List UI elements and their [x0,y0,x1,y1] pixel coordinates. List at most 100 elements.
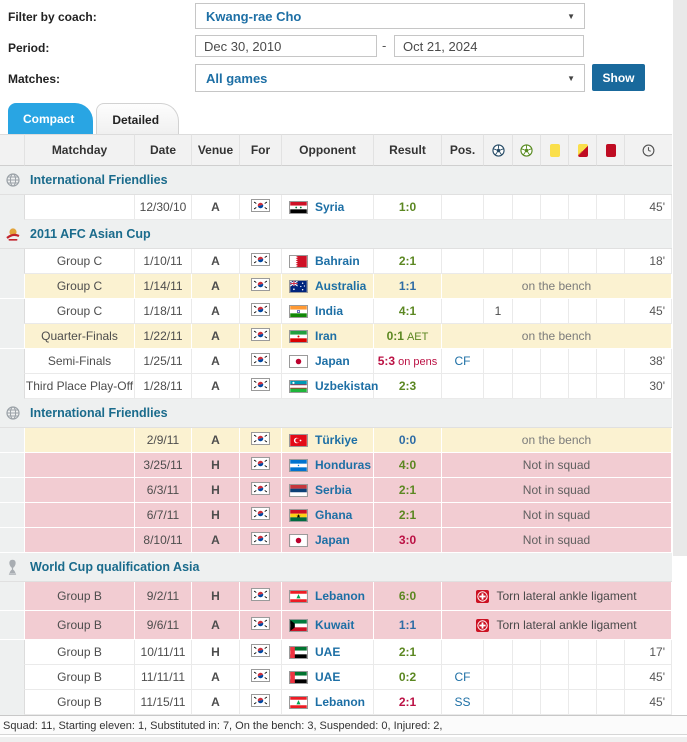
match-result-link[interactable]: 0:0 [399,433,416,447]
competition-link[interactable]: 2011 AFC Asian Cup [30,227,151,241]
table-header-row: Matchday Date Venue For Opponent Result … [0,134,672,166]
red-card-cell [597,374,625,399]
for-team-flag[interactable] [251,617,270,630]
row-gutter [0,528,25,553]
opponent-link[interactable]: Bahrain [315,254,360,268]
period-to-input[interactable] [394,35,584,57]
for-team-flag[interactable] [251,644,270,657]
for-team-flag[interactable] [251,199,270,212]
coach-select[interactable]: Kwang-rae Cho ▼ [195,3,585,29]
result-score: 3:0 [398,533,417,547]
opponent-cell: Honduras [282,453,374,478]
scrollbar-track[interactable] [673,0,687,556]
result-score: 4:1 [398,304,417,318]
opponent-wrap: Syria [282,200,373,214]
opponent-link[interactable]: Lebanon [315,589,365,603]
date-cell: 8/10/11 [135,528,192,553]
match-result-link[interactable]: 2:1 [399,695,416,709]
position-link[interactable]: CF [454,354,471,368]
goals-icon [491,144,505,157]
red-card-cell [597,690,625,715]
match-result-link[interactable]: 2:1 [399,645,416,659]
opponent-link[interactable]: Uzbekistan [315,379,379,393]
period-from-input[interactable] [195,35,377,57]
yellow-card-cell [541,665,569,690]
match-result-link[interactable]: 2:1 [399,508,416,522]
for-team-flag[interactable] [251,353,270,366]
tab-compact[interactable]: Compact [8,103,94,134]
show-button[interactable]: Show [592,64,645,91]
opponent-link[interactable]: Serbia [315,483,352,497]
competition-section-row: International Friendlies [0,399,672,428]
coach-filter-label: Filter by coach: [8,10,97,24]
goals-cell [484,249,513,274]
for-team-flag[interactable] [251,669,270,682]
position-link[interactable]: SS [454,695,471,709]
for-team-flag[interactable] [251,532,270,545]
opponent-link[interactable]: Iran [315,329,338,343]
match-result-link[interactable]: 3:0 [399,533,416,547]
for-team-flag[interactable] [251,482,270,495]
match-row: 8/10/11 A Japan 3:0 Not in squad [0,528,672,553]
match-result-link[interactable]: 0:2 [399,670,416,684]
competition-link[interactable]: World Cup qualification Asia [30,560,200,574]
match-result-link[interactable]: 1:1 [399,279,416,293]
match-result-link[interactable]: 4:0 [399,458,416,472]
status-cell: on the bench [442,428,672,453]
for-team-flag[interactable] [251,432,270,445]
for-team-flag[interactable] [251,253,270,266]
opponent-link[interactable]: Japan [315,533,350,547]
for-cell [240,453,282,478]
for-team-flag[interactable] [251,588,270,601]
opponent-link[interactable]: Kuwait [315,618,355,632]
for-team-flag[interactable] [251,328,270,341]
opponent-link[interactable]: Ghana [315,508,353,522]
goals-cell [484,690,513,715]
for-team-flag[interactable] [251,457,270,470]
matchday-cell: Group B [25,640,135,665]
for-team-flag[interactable] [251,303,270,316]
opponent-link[interactable]: UAE [315,645,341,659]
for-team-flag[interactable] [251,694,270,707]
matches-select[interactable]: All games ▼ [195,64,585,92]
opponent-link[interactable]: Türkiye [315,433,358,447]
match-result-link[interactable]: 4:1 [399,304,416,318]
assists-icon [520,144,533,157]
for-team-flag[interactable] [251,507,270,520]
match-result-link[interactable]: 2:3 [399,379,416,393]
opponent-link[interactable]: Australia [315,279,367,293]
match-result-link[interactable]: 2:1 [399,483,416,497]
opponent-link[interactable]: Honduras [315,458,372,472]
row-gutter [0,478,25,503]
competition-link[interactable]: International Friendlies [30,406,168,420]
competition-link[interactable]: International Friendlies [30,173,168,187]
match-result-link[interactable]: 6:0 [399,589,416,603]
for-team-flag[interactable] [251,378,270,391]
matchday-cell: Semi-Finals [25,349,135,374]
match-result-link[interactable]: 1:0 [399,200,416,214]
opponent-link[interactable]: Japan [315,354,350,368]
tab-detailed[interactable]: Detailed [96,103,180,134]
date-header: Date [135,134,192,166]
match-row: Group B 9/2/11 H Lebanon 6:0 Torn lateral ank… [0,582,672,611]
opponent-link[interactable]: Syria [315,200,345,214]
for-cell [240,503,282,528]
venue-cell: A [192,690,240,715]
match-row: Group C 1/18/11 A India 4:1 1 45' [0,299,672,324]
match-result-link[interactable]: 2:1 [399,254,416,268]
red-card-cell [597,195,625,220]
minutes-header [625,134,672,166]
match-result-link[interactable]: 0:1 AET [387,329,429,343]
opponent-link[interactable]: India [315,304,344,318]
second-yellow-card-cell [569,374,597,399]
opponent-link[interactable]: UAE [315,670,341,684]
pos-cell [442,299,484,324]
opponent-wrap: Serbia [282,483,373,497]
result-score: 6:0 [398,589,417,603]
for-cell [240,249,282,274]
position-link[interactable]: CF [454,670,471,684]
match-result-link[interactable]: 5:3 on pens [378,354,438,368]
for-team-flag[interactable] [251,278,270,291]
opponent-link[interactable]: Lebanon [315,695,365,709]
match-result-link[interactable]: 1:1 [399,618,416,632]
